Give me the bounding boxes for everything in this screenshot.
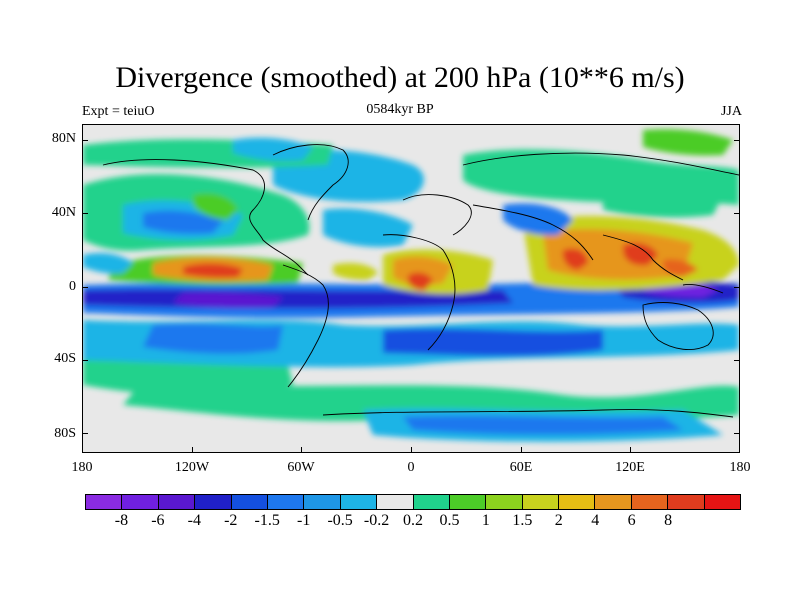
- colorbar-tick-label: -8: [114, 512, 129, 529]
- colorbar-box: [195, 495, 232, 509]
- lat-tick: [734, 287, 740, 288]
- colorbar-tick-label: 0.5: [439, 512, 460, 529]
- colorbar-tick-label: -4: [187, 512, 201, 529]
- lon-tick: [301, 447, 302, 453]
- lon-tick: [521, 447, 522, 453]
- lat-tick: [82, 140, 88, 141]
- lat-tick: [82, 360, 88, 361]
- colorbar-tick-label: 6: [627, 512, 636, 529]
- colorbar-box: [413, 495, 450, 509]
- colorbar-box: [704, 495, 741, 509]
- colorbar-box: [340, 495, 378, 509]
- lat-tick: [82, 433, 88, 434]
- colorbar-labels: -8 -6 -4 -2 -1.5 -1 -0.5 -0.2 0.2 0.5 1 1.5 2 4 6 8: [85, 512, 741, 532]
- colorbar-tick-label: 8: [664, 512, 673, 529]
- lat-tick: [82, 287, 88, 288]
- colorbar-box: [486, 495, 523, 509]
- colorbar-box: [595, 495, 632, 509]
- lat-tick: [734, 360, 740, 361]
- lon-label-60w: 60W: [287, 460, 315, 475]
- colorbar-box: [449, 495, 487, 509]
- map-title: Divergence (smoothed) at 200 hPa (10**6 …: [115, 61, 685, 94]
- colorbar-tick-label: -0.5: [327, 512, 353, 529]
- colorbar-tick-label: 1.5: [512, 512, 533, 529]
- colorbar-tick-label: 4: [591, 512, 600, 529]
- colorbar-box: [231, 495, 268, 509]
- lat-label-40n: 40N: [51, 205, 76, 220]
- lon-label-120w: 120W: [174, 460, 210, 475]
- lat-label-0: 0: [69, 279, 76, 294]
- colorbar-tick-label: 1: [481, 512, 490, 529]
- lon-label-0: 0: [407, 460, 415, 475]
- colorbar-box: [377, 495, 414, 509]
- lat-tick: [734, 140, 740, 141]
- colorbar-tick-label: 2: [554, 512, 563, 529]
- lon-tick: [192, 447, 193, 453]
- lat-tick: [82, 213, 88, 214]
- colorbar-box: [631, 495, 669, 509]
- lat-tick: [734, 213, 740, 214]
- colorbar-box: [559, 495, 596, 509]
- map-panel: [82, 124, 740, 453]
- colorbar-tick-label: -1.5: [254, 512, 280, 529]
- lat-label-40s: 40S: [54, 351, 76, 366]
- colorbar-box: [668, 495, 705, 509]
- colorbar-box: [122, 495, 159, 509]
- lon-label-180w: 180: [71, 460, 93, 475]
- colorbar-tick-label: -2: [224, 512, 238, 529]
- time-label: 0584kyr BP: [366, 102, 434, 117]
- lon-label-60e: 60E: [509, 460, 533, 475]
- lat-label-80s: 80S: [54, 426, 76, 441]
- colorbar-box: [158, 495, 196, 509]
- season-label: JJA: [720, 104, 742, 119]
- colorbar-box: [522, 495, 560, 509]
- lon-label-120e: 120E: [615, 460, 645, 475]
- colorbar-box: [86, 495, 123, 509]
- colorbar: [85, 494, 741, 510]
- colorbar-tick-label: -0.2: [363, 512, 390, 529]
- divergence-field: [83, 125, 739, 452]
- lon-tick: [630, 447, 631, 453]
- colorbar-box: [267, 495, 305, 509]
- colorbar-box: [304, 495, 341, 509]
- lon-label-180e: 180: [729, 460, 751, 475]
- colorbar-tick-label: 0.2: [403, 512, 423, 529]
- lat-tick: [734, 433, 740, 434]
- lat-label-80n: 80N: [51, 131, 76, 146]
- experiment-label: Expt = teiuO: [82, 104, 155, 119]
- colorbar-tick-label: -1: [296, 512, 311, 529]
- colorbar-tick-label: -6: [151, 512, 165, 529]
- lon-tick: [411, 447, 412, 453]
